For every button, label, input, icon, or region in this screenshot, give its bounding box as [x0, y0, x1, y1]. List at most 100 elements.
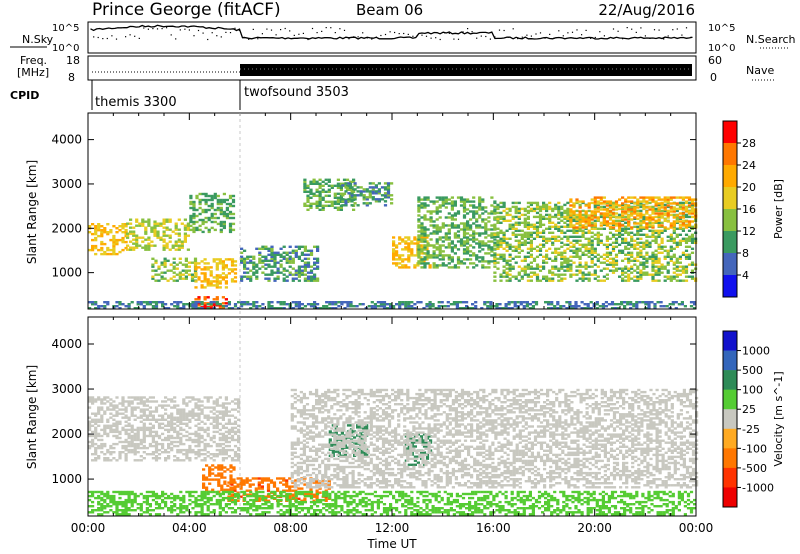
scatter-cell [590, 241, 594, 244]
scatter-cell [162, 234, 166, 237]
scatter-cell [109, 459, 113, 462]
scatter-cell [133, 444, 137, 448]
scatter-cell [672, 206, 676, 209]
scatter-cell [563, 273, 567, 276]
scatter-cell [496, 233, 500, 236]
scatter-cell [185, 396, 189, 399]
scatter-cell [312, 192, 316, 195]
scatter-cell [182, 402, 186, 405]
scatter-cell [139, 408, 143, 411]
scatter-cell [217, 478, 221, 481]
scatter-cell [212, 298, 216, 301]
scatter-cell [517, 223, 521, 226]
scatter-cell [100, 234, 104, 238]
scatter-cell [502, 271, 506, 274]
scatter-cell [94, 436, 98, 440]
scatter-cell [584, 277, 588, 280]
scatter-cell [91, 420, 95, 423]
scatter-cell [246, 271, 250, 274]
scatter-cell [566, 263, 570, 266]
scatter-cell [279, 481, 283, 484]
scatter-cell [663, 279, 667, 282]
scatter-cell [514, 205, 518, 209]
scatter-cell [575, 229, 579, 232]
scatter-cell [219, 212, 223, 216]
scatter-cell [511, 201, 515, 205]
scatter-cell [648, 241, 652, 244]
scatter-cell [398, 236, 402, 239]
scatter-cell [130, 451, 134, 454]
scatter-cell [551, 251, 555, 254]
nsearch-point [261, 33, 263, 35]
nsearch-point [93, 36, 95, 38]
scatter-cell [118, 412, 122, 415]
scatter-cell [475, 220, 479, 223]
scatter-cell [610, 301, 615, 304]
scatter-cell [118, 238, 122, 242]
scatter-cell [417, 262, 421, 265]
scatter-cell [660, 263, 664, 266]
scatter-cell [94, 231, 98, 234]
scatter-cell [353, 182, 357, 185]
scatter-cell [563, 259, 567, 262]
scatter-cell [285, 483, 289, 486]
scatter-cell [498, 307, 502, 310]
scatter-cell [150, 228, 154, 231]
scatter-cell [614, 203, 619, 207]
scatter-cell [545, 209, 549, 213]
scatter-cell [654, 255, 658, 258]
scatter-cell [636, 198, 640, 201]
scatter-cell [142, 451, 146, 454]
scatter-cell [204, 194, 208, 198]
scatter-cell [303, 249, 307, 252]
scatter-cell [453, 226, 457, 229]
scatter-cell [297, 487, 301, 490]
scatter-cell [371, 198, 375, 201]
scatter-cell [228, 226, 233, 230]
scatter-cell [459, 262, 464, 265]
scatter-cell [654, 271, 658, 274]
scatter-cell [690, 247, 695, 250]
scatter-cell [563, 269, 567, 272]
scatter-cell [130, 406, 134, 409]
scatter-cell [490, 250, 494, 253]
scatter-cell [621, 269, 625, 272]
scatter-cell [420, 262, 424, 265]
scatter-cell [584, 212, 588, 215]
scatter-cell [169, 277, 173, 280]
scatter-cell [306, 275, 311, 278]
scatter-cell [316, 265, 320, 268]
scatter-cell [675, 273, 679, 276]
scatter-cell [210, 204, 214, 208]
scatter-cell [233, 430, 238, 434]
scatter-cell [230, 258, 235, 261]
scatter-cell [221, 296, 225, 299]
scatter-cell [478, 242, 482, 245]
scatter-cell [327, 194, 331, 197]
scatter-cell [383, 192, 388, 195]
scatter-cell [639, 271, 643, 274]
scatter-cell [127, 422, 131, 425]
scatter-cell [520, 275, 524, 278]
scatter-cell [420, 204, 424, 207]
scatter-cell [115, 404, 119, 407]
nsearch-point [631, 28, 633, 30]
scatter-cell [690, 227, 695, 230]
scatter-cell [395, 258, 399, 261]
scatter-cell [469, 226, 473, 229]
scatter-cell [669, 245, 673, 248]
scatter-cell [572, 243, 576, 246]
scatter-cell [438, 264, 442, 267]
scatter-cell [571, 305, 575, 308]
scatter-cell [249, 255, 253, 258]
scatter-cell [236, 499, 240, 502]
scatter-cell [210, 206, 214, 210]
scatter-cell [520, 243, 524, 246]
scatter-cell [154, 446, 159, 450]
scatter-cell [392, 305, 396, 308]
scatter-cell [167, 451, 171, 454]
scatter-cell [508, 213, 512, 217]
scatter-cell [148, 432, 152, 436]
scatter-cell [264, 273, 268, 276]
scatter-cell [508, 223, 512, 226]
